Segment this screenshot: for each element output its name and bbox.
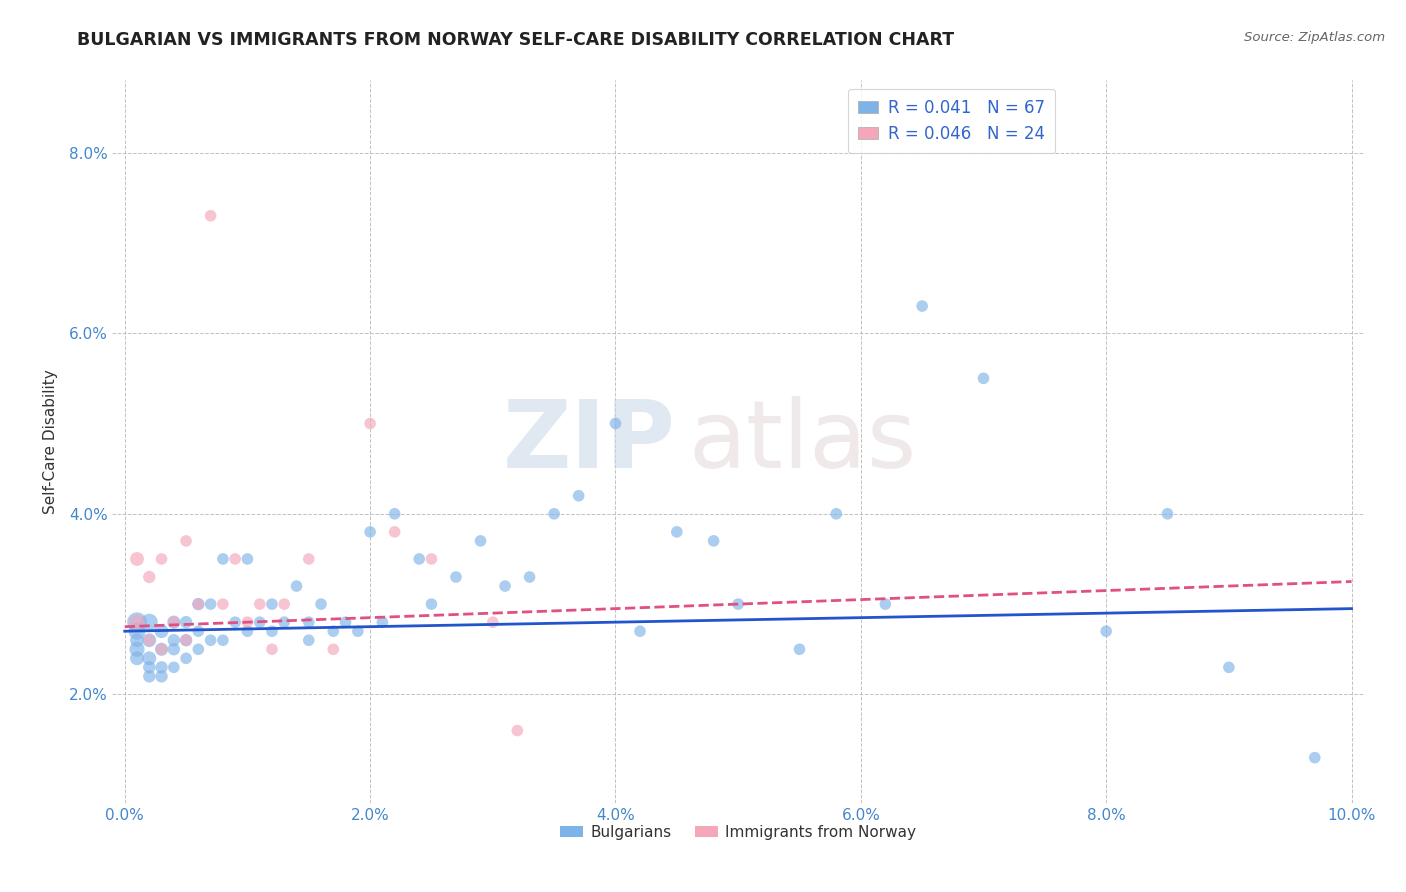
Point — [789, 642, 811, 657]
Text: BULGARIAN VS IMMIGRANTS FROM NORWAY SELF-CARE DISABILITY CORRELATION CHART: BULGARIAN VS IMMIGRANTS FROM NORWAY SELF… — [77, 31, 955, 49]
Point — [174, 533, 197, 548]
Point — [236, 615, 259, 630]
Point — [568, 489, 591, 503]
Text: atlas: atlas — [688, 395, 917, 488]
Point — [200, 597, 222, 611]
Point — [260, 624, 283, 639]
Point — [125, 624, 148, 639]
Point — [174, 633, 197, 648]
Point — [249, 597, 271, 611]
Point — [150, 552, 173, 566]
Text: Source: ZipAtlas.com: Source: ZipAtlas.com — [1244, 31, 1385, 45]
Point — [322, 642, 344, 657]
Point — [298, 552, 321, 566]
Point — [1156, 507, 1178, 521]
Point — [703, 533, 725, 548]
Point — [138, 570, 160, 584]
Point — [125, 615, 148, 630]
Point — [150, 660, 173, 674]
Point — [200, 633, 222, 648]
Point — [359, 524, 381, 539]
Point — [163, 615, 186, 630]
Point — [187, 624, 209, 639]
Point — [174, 615, 197, 630]
Point — [212, 552, 235, 566]
Point — [285, 579, 308, 593]
Point — [249, 615, 271, 630]
Point — [187, 597, 209, 611]
Point — [543, 507, 565, 521]
Point — [138, 669, 160, 683]
Point — [494, 579, 516, 593]
Text: ZIP: ZIP — [503, 395, 675, 488]
Point — [163, 615, 186, 630]
Point — [665, 524, 688, 539]
Point — [911, 299, 934, 313]
Y-axis label: Self-Care Disability: Self-Care Disability — [42, 369, 58, 514]
Point — [125, 633, 148, 648]
Point — [298, 615, 321, 630]
Point — [1303, 750, 1326, 764]
Point — [273, 615, 295, 630]
Point — [212, 597, 235, 611]
Point — [481, 615, 503, 630]
Point — [138, 633, 160, 648]
Point — [727, 597, 749, 611]
Point — [628, 624, 651, 639]
Point — [163, 642, 186, 657]
Point — [125, 615, 148, 630]
Point — [273, 597, 295, 611]
Point — [519, 570, 541, 584]
Point — [150, 624, 173, 639]
Point — [420, 552, 443, 566]
Point — [125, 642, 148, 657]
Legend: Bulgarians, Immigrants from Norway: Bulgarians, Immigrants from Norway — [554, 819, 922, 846]
Point — [444, 570, 467, 584]
Point — [236, 552, 259, 566]
Point — [1218, 660, 1240, 674]
Point — [174, 651, 197, 665]
Point — [825, 507, 848, 521]
Point — [236, 624, 259, 639]
Point — [506, 723, 529, 738]
Point — [875, 597, 897, 611]
Point — [260, 597, 283, 611]
Point — [138, 633, 160, 648]
Point — [224, 615, 246, 630]
Point — [347, 624, 370, 639]
Point — [384, 507, 406, 521]
Point — [224, 552, 246, 566]
Point — [187, 642, 209, 657]
Point — [309, 597, 332, 611]
Point — [125, 552, 148, 566]
Point — [359, 417, 381, 431]
Point — [125, 651, 148, 665]
Point — [1095, 624, 1118, 639]
Point — [187, 597, 209, 611]
Point — [138, 615, 160, 630]
Point — [163, 660, 186, 674]
Point — [408, 552, 430, 566]
Point — [212, 633, 235, 648]
Point — [298, 633, 321, 648]
Point — [150, 642, 173, 657]
Point — [150, 669, 173, 683]
Point — [260, 642, 283, 657]
Point — [322, 624, 344, 639]
Point — [973, 371, 995, 385]
Point — [335, 615, 357, 630]
Point — [138, 651, 160, 665]
Point — [420, 597, 443, 611]
Point — [371, 615, 394, 630]
Point — [384, 524, 406, 539]
Point — [605, 417, 627, 431]
Point — [150, 642, 173, 657]
Point — [470, 533, 492, 548]
Point — [138, 660, 160, 674]
Point — [174, 633, 197, 648]
Point — [163, 633, 186, 648]
Point — [200, 209, 222, 223]
